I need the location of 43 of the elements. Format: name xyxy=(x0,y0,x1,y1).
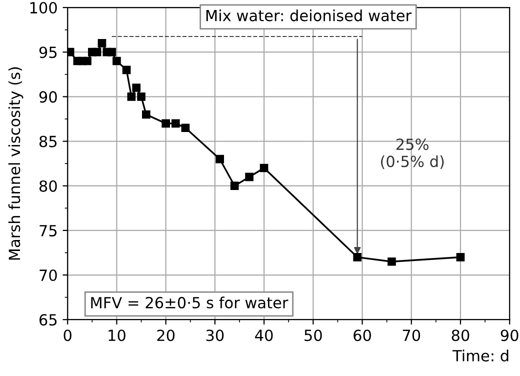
y-axis-title: Marsh funnel viscosity (s) xyxy=(8,67,24,260)
point xyxy=(98,39,106,48)
point xyxy=(142,110,150,119)
point xyxy=(132,84,141,92)
point xyxy=(127,92,136,101)
x-tick-label: 10 xyxy=(108,330,126,342)
annotation: MFV = 26±0·5 s for water xyxy=(91,296,288,308)
y-tick-label: 100 xyxy=(30,2,57,14)
x-tick-label: 50 xyxy=(304,330,322,342)
point xyxy=(353,253,362,262)
x-tick-label: 70 xyxy=(402,330,420,342)
x-tick-label: 80 xyxy=(452,330,470,342)
x-tick-label: 90 xyxy=(500,330,518,342)
point xyxy=(162,119,170,128)
x-tick-label: 60 xyxy=(354,330,371,342)
y-tick-label: 75 xyxy=(40,225,57,236)
point xyxy=(171,119,180,128)
point xyxy=(388,257,396,266)
y-tick-label: 85 xyxy=(39,136,57,148)
point xyxy=(92,48,102,56)
y-tick-label: 95 xyxy=(39,46,57,58)
point xyxy=(230,182,239,190)
point xyxy=(245,172,254,182)
point xyxy=(112,56,121,66)
point xyxy=(260,164,268,172)
point xyxy=(216,154,224,164)
y-tick-label: 80 xyxy=(39,180,57,192)
point xyxy=(456,253,465,262)
point xyxy=(83,56,92,66)
point xyxy=(137,92,146,101)
x-tick-label: 30 xyxy=(206,330,224,342)
x-tick-label: 0 xyxy=(64,330,72,342)
point xyxy=(122,66,131,74)
point xyxy=(181,124,190,132)
point xyxy=(108,48,116,56)
x-tick-label: 20 xyxy=(157,330,175,342)
annotation: Mix water: deionised water xyxy=(206,9,412,22)
x-tick-label: 40 xyxy=(255,330,273,342)
x-axis-title: Time: d xyxy=(452,350,508,362)
y-tick-label: 70 xyxy=(40,269,57,282)
y-tick-label: 65 xyxy=(40,314,57,326)
annotation: 25% (0·5% d) xyxy=(381,138,444,169)
y-tick-label: 90 xyxy=(39,91,57,103)
